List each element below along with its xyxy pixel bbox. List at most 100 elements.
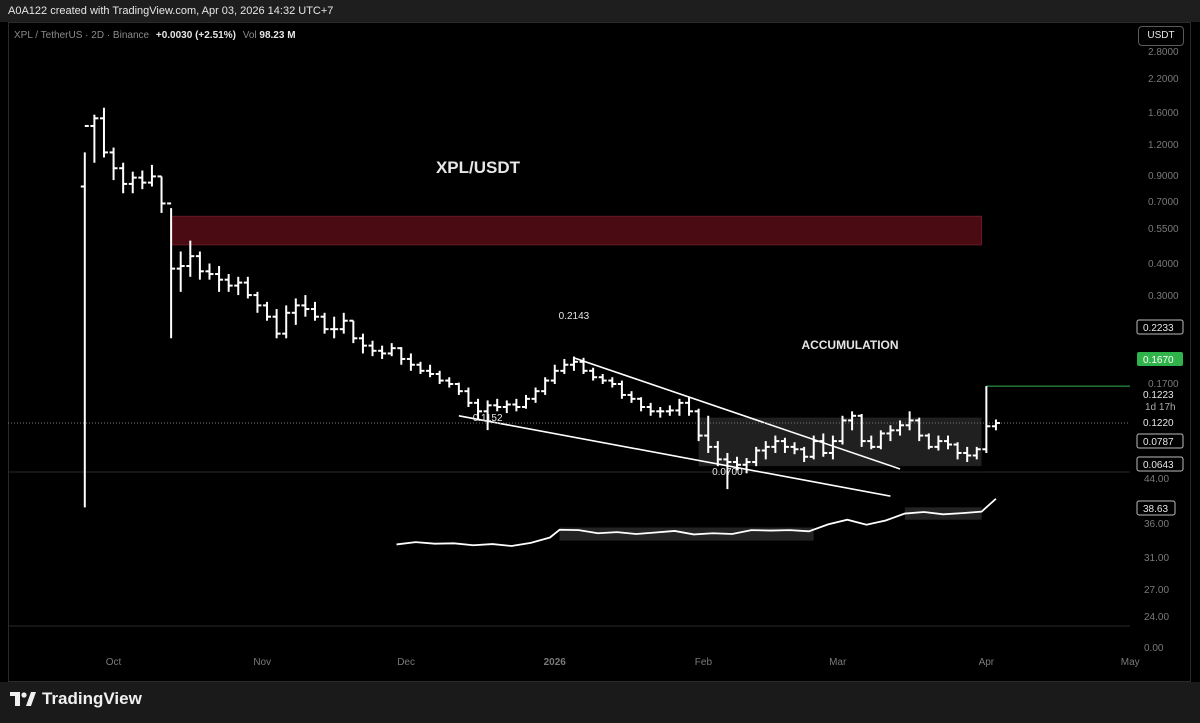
ohlc-bar[interactable] xyxy=(598,373,607,384)
ohlc-bar[interactable] xyxy=(665,405,674,416)
currency-unit-button[interactable]: USDT xyxy=(1138,26,1184,46)
ohlc-bar[interactable] xyxy=(128,171,137,194)
ohlc-bar[interactable] xyxy=(886,425,895,442)
ohlc-bar[interactable] xyxy=(502,400,511,414)
ohlc-bar[interactable] xyxy=(876,430,885,450)
ohlc-bar[interactable] xyxy=(924,433,933,450)
ohlc-bar[interactable] xyxy=(905,411,914,431)
ohlc-bar[interactable] xyxy=(234,276,243,296)
ohlc-bar[interactable] xyxy=(627,391,636,403)
ohlc-bar[interactable] xyxy=(263,301,272,321)
ohlc-bar[interactable] xyxy=(867,435,876,450)
ohlc-bar[interactable] xyxy=(310,301,319,321)
ohlc-bar[interactable] xyxy=(387,343,396,357)
symbol-label[interactable]: XPL / TetherUS · 2D · Binance xyxy=(14,30,150,41)
ohlc-bar[interactable] xyxy=(550,364,559,384)
ohlc-bar[interactable] xyxy=(541,377,550,395)
ohlc-bar[interactable] xyxy=(972,446,981,460)
ohlc-bar[interactable] xyxy=(138,170,147,190)
ohlc-bar[interactable] xyxy=(464,387,473,408)
ohlc-bar[interactable] xyxy=(694,408,703,442)
ohlc-bar[interactable] xyxy=(848,411,857,431)
ohlc-bar[interactable] xyxy=(272,309,281,339)
ohlc-bar[interactable] xyxy=(474,398,483,421)
ohlc-bar[interactable] xyxy=(406,353,415,371)
ohlc-bar[interactable] xyxy=(761,441,770,460)
ohlc-bar[interactable] xyxy=(963,446,972,463)
ohlc-bar[interactable] xyxy=(991,419,1000,431)
tradingview-brand[interactable]: TradingView xyxy=(10,689,142,709)
ohlc-bar[interactable] xyxy=(109,147,118,181)
ohlc-bar[interactable] xyxy=(157,175,166,213)
ohlc-bar[interactable] xyxy=(771,435,780,453)
ohlc-bar[interactable] xyxy=(560,358,569,374)
ohlc-bar[interactable] xyxy=(752,446,761,467)
lower-trendline[interactable] xyxy=(458,415,891,497)
ohlc-bar[interactable] xyxy=(483,400,492,431)
ohlc-bar[interactable] xyxy=(435,370,444,384)
ohlc-bar[interactable] xyxy=(330,316,339,339)
ohlc-bar[interactable] xyxy=(943,435,952,450)
ohlc-bar[interactable] xyxy=(339,312,348,334)
supply-zone[interactable] xyxy=(170,215,983,246)
ohlc-bar[interactable] xyxy=(493,398,502,412)
ohlc-bar[interactable] xyxy=(800,446,809,463)
ohlc-bar[interactable] xyxy=(828,435,837,460)
ohlc-bar[interactable] xyxy=(819,433,828,457)
rsi-line[interactable] xyxy=(396,498,997,547)
ohlc-bar[interactable] xyxy=(512,398,521,412)
ohlc-bar[interactable] xyxy=(397,347,406,365)
ohlc-bar[interactable] xyxy=(454,382,463,395)
ohlc-bar[interactable] xyxy=(358,333,367,354)
ohlc-bar[interactable] xyxy=(953,442,962,460)
ohlc-bar[interactable] xyxy=(617,380,626,399)
ohlc-bar[interactable] xyxy=(646,402,655,416)
ohlc-bar[interactable] xyxy=(675,398,684,416)
ohlc-bar[interactable] xyxy=(99,107,108,158)
ohlc-bar[interactable] xyxy=(521,394,530,409)
ohlc-bar[interactable] xyxy=(915,417,924,442)
ohlc-bar[interactable] xyxy=(119,162,128,194)
ohlc-bar[interactable] xyxy=(569,356,578,371)
ohlc-bar[interactable] xyxy=(224,274,233,292)
ohlc-bar[interactable] xyxy=(809,435,818,460)
ohlc-bar[interactable] xyxy=(637,397,646,412)
ohlc-bar[interactable] xyxy=(176,251,185,292)
ohlc-bar[interactable] xyxy=(349,319,358,344)
ohlc-bar[interactable] xyxy=(934,435,943,451)
ohlc-bar[interactable] xyxy=(378,345,387,359)
ohlc-bar[interactable] xyxy=(282,305,291,339)
ohlc-bar[interactable] xyxy=(186,240,195,277)
ohlc-bar[interactable] xyxy=(790,442,799,455)
ohlc-bar[interactable] xyxy=(982,386,991,453)
ohlc-bar[interactable] xyxy=(685,397,694,416)
ohlc-bar[interactable] xyxy=(147,164,156,187)
ohlc-bar[interactable] xyxy=(704,415,713,453)
ohlc-bar[interactable] xyxy=(416,361,425,374)
ohlc-bar[interactable] xyxy=(896,420,905,436)
ohlc-bar[interactable] xyxy=(838,415,847,445)
ohlc-bar[interactable] xyxy=(253,291,262,313)
ohlc-bar[interactable] xyxy=(589,367,598,381)
ohlc-bar[interactable] xyxy=(195,251,204,280)
ohlc-bar[interactable] xyxy=(531,387,540,403)
ohlc-bar[interactable] xyxy=(713,441,722,467)
ohlc-bar[interactable] xyxy=(167,202,176,339)
ohlc-bar[interactable] xyxy=(780,437,789,453)
upper-trendline[interactable] xyxy=(573,357,901,470)
ohlc-bar[interactable] xyxy=(608,377,617,388)
ohlc-bar[interactable] xyxy=(90,114,99,163)
ohlc-bar[interactable] xyxy=(80,124,89,508)
ohlc-bar[interactable] xyxy=(205,263,214,280)
ohlc-bar[interactable] xyxy=(732,456,741,471)
ohlc-bar[interactable] xyxy=(320,312,329,334)
ohlc-bar[interactable] xyxy=(723,452,732,490)
ohlc-bar[interactable] xyxy=(656,407,665,418)
ohlc-bar[interactable] xyxy=(243,276,252,299)
ohlc-bar[interactable] xyxy=(368,340,377,357)
ohlc-bar[interactable] xyxy=(742,458,751,474)
ohlc-bar[interactable] xyxy=(426,364,435,378)
ohlc-bar[interactable] xyxy=(301,295,310,317)
ohlc-bar[interactable] xyxy=(857,413,866,447)
